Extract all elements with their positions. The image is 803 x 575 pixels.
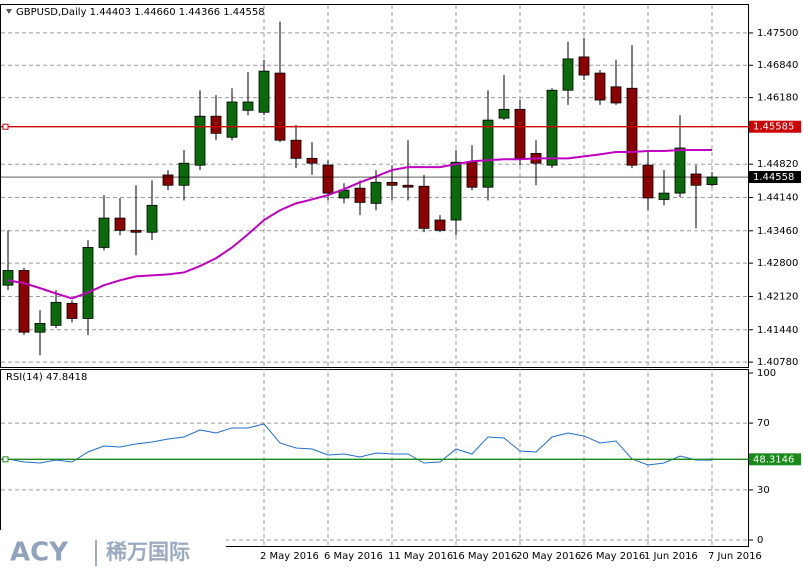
candle-body [466, 161, 478, 188]
y-tick-label: 1.47500 [757, 28, 798, 39]
candle-body [578, 56, 590, 76]
x-tick-label: 2 May 2016 [260, 551, 319, 562]
candle-body [674, 147, 686, 194]
candle-body [34, 322, 46, 333]
candle-body [146, 204, 158, 233]
y-tick-label: 0 [757, 535, 763, 546]
candle-body [290, 139, 302, 159]
candle-body [210, 115, 222, 134]
candle-body [658, 192, 670, 200]
candle-body [82, 247, 94, 319]
y-tick-label: 1.44820 [757, 159, 798, 170]
candle-body [690, 173, 702, 186]
price-title: GBPUSD,Daily 1.44403 1.44660 1.44366 1.4… [16, 7, 265, 18]
candle-body [50, 301, 62, 326]
candle-body [434, 219, 446, 231]
candle-body [178, 162, 190, 186]
y-tick-label: 1.44140 [757, 193, 798, 204]
x-tick-label: 6 May 2016 [324, 551, 383, 562]
price-panel-frame [0, 4, 749, 368]
candle-body [546, 89, 558, 166]
candle-body [706, 176, 718, 186]
level-label-bg [749, 453, 801, 466]
x-tick-label: 7 Jun 2016 [708, 551, 762, 562]
candle-body [450, 161, 462, 221]
watermark-brand: ACY [10, 538, 69, 568]
level-label-bg [749, 120, 801, 133]
candle-body [194, 115, 206, 166]
y-tick-label: 1.42120 [757, 291, 798, 302]
y-tick-label: 1.46180 [757, 93, 798, 104]
candle-body [114, 217, 126, 231]
candle-body [402, 184, 414, 188]
candle-body [482, 119, 494, 188]
candle-body [354, 187, 366, 203]
candle-body [242, 101, 254, 111]
candle-body [386, 181, 398, 186]
y-tick-label: 70 [757, 418, 770, 429]
candle-body [130, 229, 142, 233]
candle-body [610, 86, 622, 104]
y-tick-label: 1.46840 [757, 60, 798, 71]
y-tick-label: 1.43460 [757, 226, 798, 237]
level-label: 1.44558 [753, 172, 794, 183]
candle-body [322, 164, 334, 194]
candle-body [498, 108, 510, 119]
candle-body [594, 72, 606, 101]
x-tick-label: 11 May 2016 [388, 551, 453, 562]
rsi-title: RSI(14) 47.8418 [6, 372, 87, 383]
candle-body [514, 108, 526, 159]
level-label: 48.3146 [753, 454, 794, 465]
rsi-panel-frame [0, 369, 749, 547]
series-line [7, 423, 713, 466]
watermark: ACY 稀万国际 [0, 530, 226, 575]
level-marker [2, 123, 9, 130]
symbol-icon [6, 9, 12, 14]
candle-body [226, 101, 238, 138]
level-label: 1.45585 [753, 122, 794, 133]
watermark-name: 稀万国际 [106, 540, 190, 564]
candle-body [306, 157, 318, 164]
watermark-bg [0, 530, 226, 575]
y-tick-label: 100 [757, 368, 776, 379]
candle-body [274, 72, 286, 141]
y-tick-label: 1.41440 [757, 325, 798, 336]
candle-body [642, 164, 654, 199]
candle-body [370, 181, 382, 204]
candle-body [258, 70, 270, 113]
y-tick-label: 30 [757, 485, 770, 496]
candle-body [18, 270, 30, 333]
x-tick-label: 1 Jun 2016 [644, 551, 698, 562]
candle-body [66, 302, 78, 319]
x-tick-label: 16 May 2016 [452, 551, 517, 562]
series-line [7, 148, 712, 300]
candle-body [562, 58, 574, 91]
level-label-bg [749, 171, 801, 184]
y-tick-label: 1.42800 [757, 258, 798, 269]
candle-body [2, 270, 14, 286]
candle-body [418, 185, 430, 229]
x-tick-label: 20 May 2016 [516, 551, 581, 562]
candle-body [98, 217, 110, 248]
y-tick-label: 1.40780 [757, 357, 798, 368]
candle-body [162, 174, 174, 186]
x-tick-label: 26 May 2016 [580, 551, 645, 562]
level-marker [2, 456, 9, 463]
